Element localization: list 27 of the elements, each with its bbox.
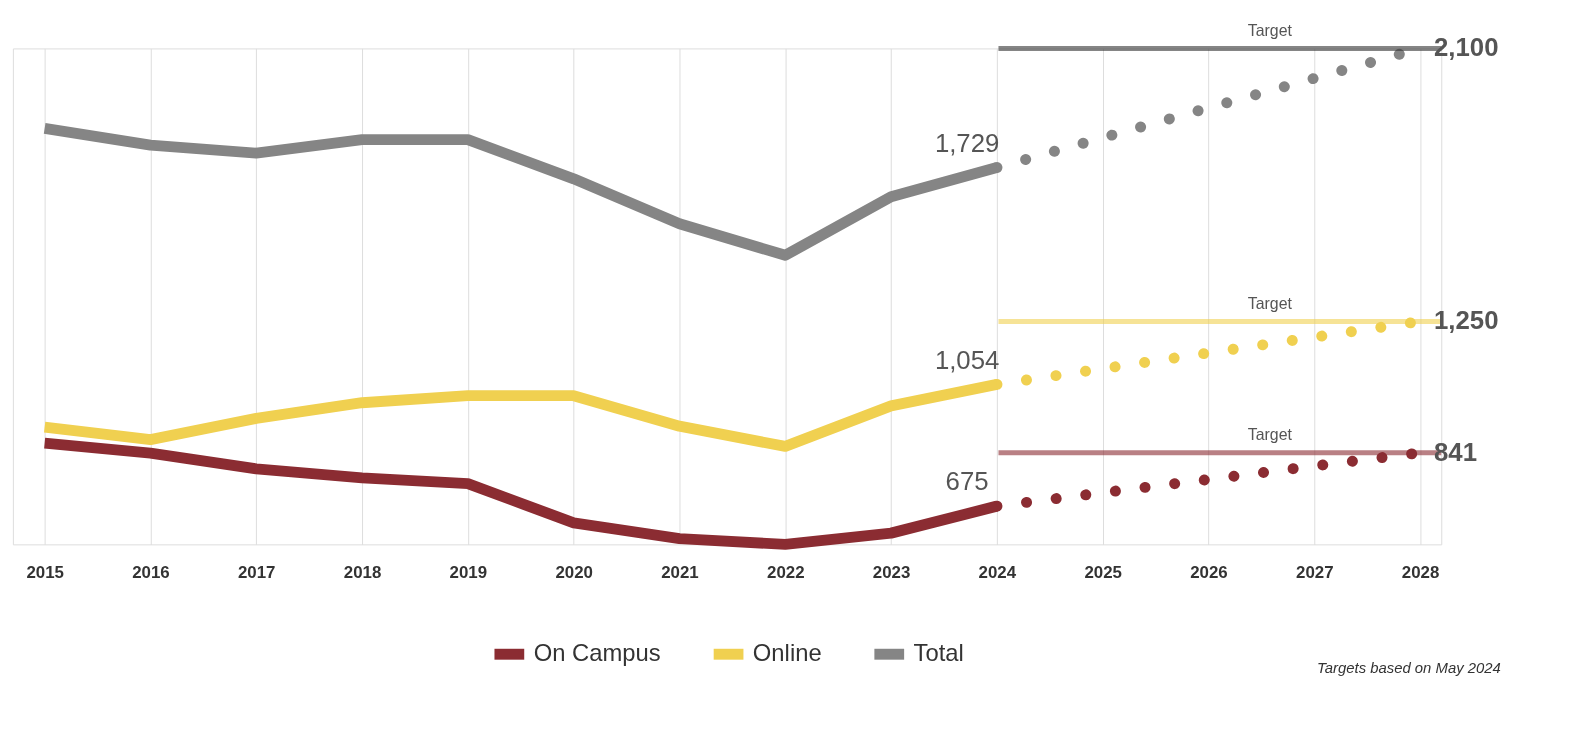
x-tick-label: 2019	[449, 562, 488, 582]
x-tick-label: 2017	[237, 562, 276, 582]
data-label: 1,250	[1433, 306, 1499, 335]
x-tick-label: 2015	[26, 562, 64, 582]
legend-label: On Campus	[533, 639, 661, 667]
x-tick-label: 2028	[1401, 562, 1440, 582]
ref-line-label: Target	[1247, 425, 1293, 443]
ref-line-label: Target	[1247, 21, 1293, 39]
x-tick-label: 2024	[978, 562, 1017, 582]
x-tick-label: 2022	[767, 562, 805, 582]
x-tick-label: 2016	[132, 562, 170, 582]
x-tick-label: 2026	[1190, 562, 1228, 582]
data-label: 841	[1433, 437, 1477, 466]
x-tick-label: 2018	[343, 562, 382, 582]
data-label: 1,054	[934, 345, 1000, 374]
data-label: 1,729	[934, 128, 1000, 157]
x-tick-label: 2021	[661, 562, 699, 582]
legend-label: Total	[913, 639, 964, 667]
data-label: 2,100	[1433, 33, 1499, 62]
ref-line-label: Target	[1247, 294, 1293, 312]
x-tick-label: 2027	[1296, 562, 1334, 582]
x-tick-label: 2020	[555, 562, 593, 582]
data-label: 675	[945, 467, 989, 496]
legend-label: Online	[752, 639, 822, 667]
x-tick-label: 2025	[1084, 562, 1122, 582]
text: Targets based on May 2024	[1317, 660, 1501, 677]
x-tick-label: 2023	[872, 562, 911, 582]
